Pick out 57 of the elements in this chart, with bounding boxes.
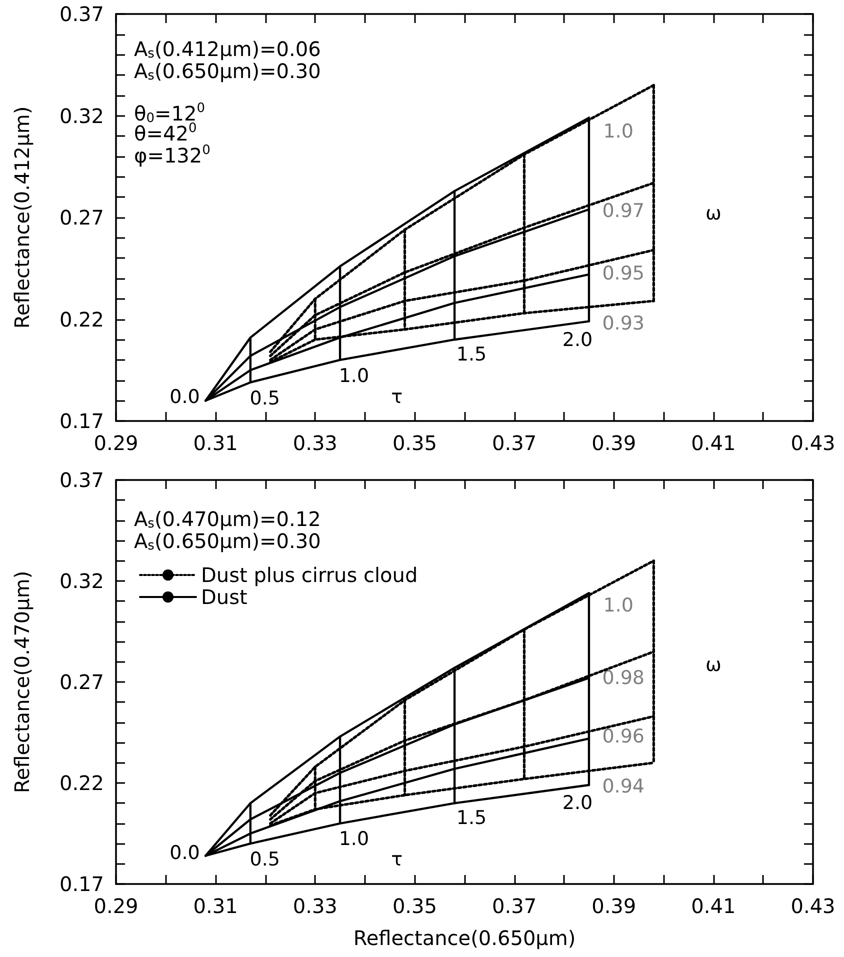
x-tick-label: 0.41 [691,894,736,918]
annotation: ω [705,202,722,225]
x-tick-label: 0.33 [292,431,338,455]
annotation: τ [391,386,403,408]
annotation: 0.5 [250,848,280,871]
annotation: As(0.650μm)=0.30 [134,59,321,84]
annotation: 0.0 [170,386,200,408]
annotation: τ [391,848,403,871]
x-axis-title: Reflectance(0.650μm) [353,926,576,950]
annotation: 1.0 [338,828,370,850]
y-tick-label: 0.32 [59,104,104,128]
y-tick-label: 0.27 [59,206,104,230]
annotation: 0.97 [602,200,645,222]
annotation: 2.0 [562,329,593,352]
x-tick-label: 0.35 [392,894,437,918]
y-tick-label: 0.17 [59,409,104,433]
y-tick-label: 0.22 [59,771,104,795]
legend-label: Dust [201,585,248,609]
x-tick-label: 0.35 [392,431,437,455]
annotation: 1.0 [603,120,634,143]
x-tick-label: 0.29 [94,431,138,455]
annotation: ω [705,654,722,676]
annotation: 2.0 [562,792,593,814]
annotation: 1.5 [456,807,487,830]
x-tick-label: 0.29 [94,894,138,918]
annotation: As(0.412μm)=0.06 [134,37,321,62]
x-tick-label: 0.41 [691,431,736,455]
annotation: 0.94 [602,775,645,798]
y-axis-title: Reflectance(0.470μm) [10,570,34,794]
annotation: 0.95 [602,262,645,284]
x-tick-label: 0.43 [790,431,836,455]
annotation: 0.98 [602,666,645,689]
annotation: 0.5 [250,388,280,410]
y-tick-label: 0.37 [59,468,104,492]
x-tick-label: 0.31 [193,431,238,455]
y-tick-label: 0.22 [59,307,104,332]
x-tick-label: 0.39 [592,894,636,918]
annotation: As(0.650μm)=0.30 [134,529,321,554]
x-tick-label: 0.33 [292,894,338,918]
y-tick-label: 0.27 [59,670,104,694]
annotation: 0.93 [602,312,645,335]
annotation: 1.0 [603,594,634,617]
x-tick-label: 0.43 [790,894,836,918]
y-tick-label: 0.32 [59,569,104,593]
x-tick-label: 0.39 [592,431,636,455]
annotation: 0.96 [602,725,645,748]
annotation: 0.0 [170,842,200,864]
x-tick-label: 0.37 [492,894,537,918]
legend-label: Dust plus cirrus cloud [201,563,418,587]
annotation: As(0.470μm)=0.12 [134,507,321,532]
y-tick-label: 0.37 [59,2,104,26]
annotation: 1.5 [456,343,487,366]
x-tick-label: 0.37 [492,431,537,455]
annotation: 1.0 [338,365,370,388]
y-tick-label: 0.17 [59,872,104,896]
y-axis-title: Reflectance(0.412μm) [10,106,34,329]
x-tick-label: 0.31 [193,894,238,918]
